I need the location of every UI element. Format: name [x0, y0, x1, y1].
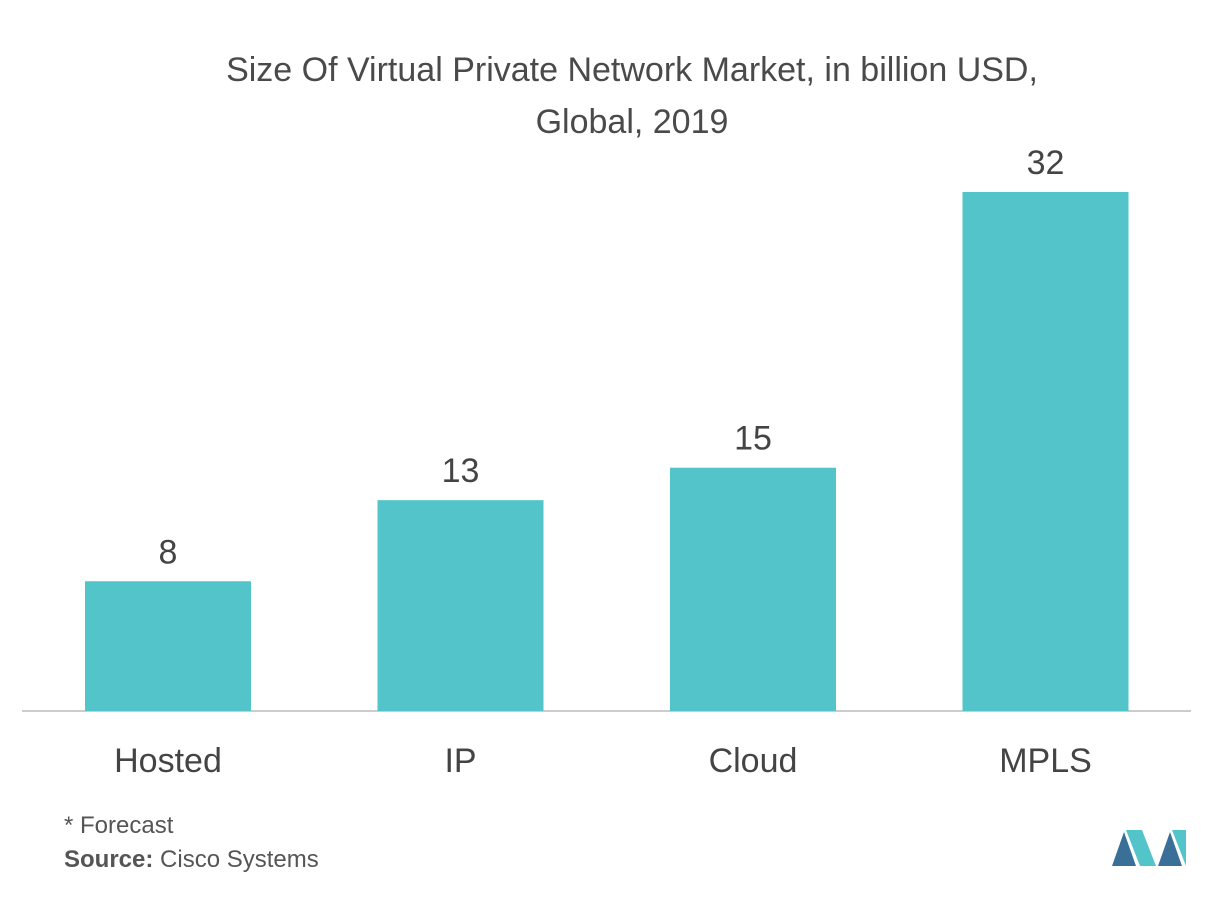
chart-subtitle: Global, 2019 — [535, 103, 729, 141]
data-label-mpls: 32 — [1027, 144, 1065, 182]
chart-title: Size Of Virtual Private Network Market, … — [0, 44, 1213, 148]
x-tick-label-mpls: MPLS — [999, 742, 1092, 780]
bar-mpls — [962, 192, 1129, 711]
source-note: Source: Cisco Systems — [64, 846, 319, 874]
x-tick-label-ip: IP — [444, 742, 476, 780]
source-label: Source: — [64, 846, 154, 873]
footnote: * Forecast — [64, 812, 174, 839]
bar-chart: 8 Hosted 13 IP 15 Cloud 32 MPLS — [22, 144, 1191, 780]
bar-ip — [377, 500, 544, 711]
bar-cloud — [670, 467, 836, 711]
data-label-ip: 13 — [442, 452, 480, 490]
mordor-logo-icon — [1112, 830, 1186, 866]
chart-title-line1: Size Of Virtual Private Network Market, … — [226, 51, 1038, 89]
x-tick-label-hosted: Hosted — [114, 742, 222, 780]
data-label-cloud: 15 — [734, 420, 772, 458]
x-tick-label-cloud: Cloud — [709, 742, 798, 780]
bar-hosted — [85, 581, 251, 711]
source-text: Cisco Systems — [153, 846, 319, 873]
data-label-hosted: 8 — [159, 533, 178, 571]
